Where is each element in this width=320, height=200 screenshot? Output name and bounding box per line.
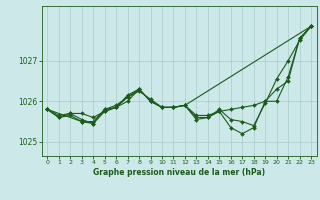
X-axis label: Graphe pression niveau de la mer (hPa): Graphe pression niveau de la mer (hPa)	[93, 168, 265, 177]
